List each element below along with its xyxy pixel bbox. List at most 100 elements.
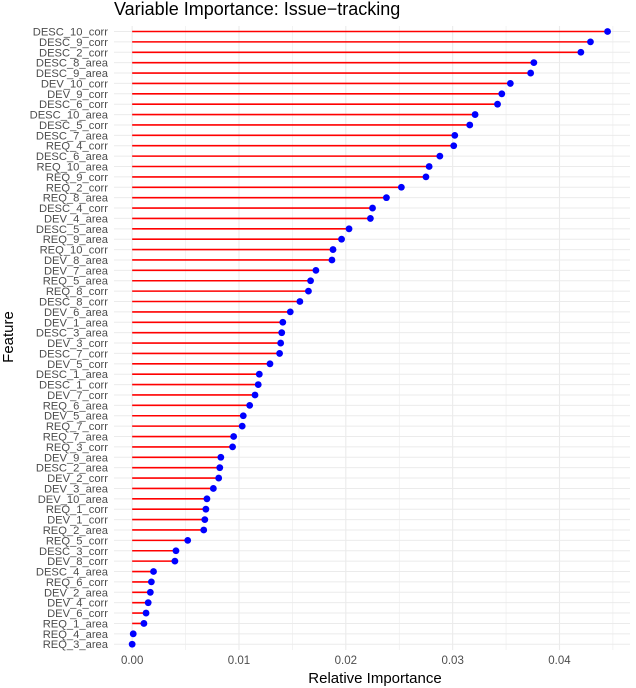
- point-REQ_10_area: [425, 163, 433, 170]
- x-tick-label: 0.01: [228, 655, 250, 667]
- y-tick-label: REQ_9_corr: [46, 172, 108, 184]
- y-tick-label: DESC_4_corr: [39, 203, 108, 215]
- y-tick-label: DEV_3_area: [44, 483, 109, 495]
- y-tick-label: DEV_5_corr: [47, 359, 108, 371]
- point-DESC_8_area: [530, 59, 538, 67]
- y-tick-label: REQ_1_area: [43, 618, 109, 630]
- point-DESC_10_area: [471, 111, 479, 118]
- panel-background: [114, 26, 630, 650]
- point-DEV_8_area: [328, 256, 336, 264]
- point-REQ_8_corr: [305, 287, 312, 295]
- y-tick-label: DESC_7_area: [36, 130, 109, 142]
- point-REQ_1_corr: [202, 505, 210, 513]
- point-REQ_5_area: [307, 277, 314, 285]
- point-DESC_4_area: [150, 568, 157, 575]
- y-tick-label: REQ_8_area: [43, 193, 109, 205]
- point-DEV_5_area: [239, 412, 247, 420]
- y-tick-label: REQ_7_area: [43, 432, 109, 444]
- y-tick-label: REQ_6_area: [43, 400, 109, 412]
- y-tick-label: REQ_7_corr: [46, 421, 108, 433]
- point-REQ_9_corr: [422, 173, 430, 181]
- y-tick-label: REQ_5_area: [43, 276, 109, 288]
- y-tick-label: DEV_10_corr: [41, 78, 108, 90]
- y-tick-label: REQ_9_area: [43, 234, 109, 246]
- point-DEV_6_corr: [142, 609, 150, 617]
- point-DESC_5_area: [345, 225, 353, 233]
- y-tick-label: REQ_10_corr: [40, 245, 109, 257]
- y-tick-label: DESC_5_corr: [39, 120, 108, 132]
- y-tick-label: DEV_8_area: [44, 255, 109, 267]
- point-DESC_5_corr: [466, 121, 474, 129]
- point-REQ_6_area: [246, 401, 254, 409]
- point-REQ_10_corr: [329, 246, 337, 253]
- y-tick-label: DEV_6_area: [44, 307, 109, 319]
- point-REQ_3_corr: [229, 443, 236, 451]
- point-REQ_3_area: [128, 640, 136, 648]
- plot-panel: [114, 26, 630, 650]
- point-DEV_3_corr: [277, 339, 285, 347]
- y-tick-label: DEV_2_corr: [47, 473, 108, 485]
- point-REQ_6_corr: [147, 578, 155, 586]
- y-axis-title: Feature: [0, 311, 17, 363]
- y-tick-label: DESC_1_area: [36, 369, 109, 381]
- y-tick-label: DEV_9_area: [44, 452, 109, 464]
- y-tick-label: DEV_4_area: [44, 213, 109, 225]
- point-DESC_4_corr: [369, 204, 376, 212]
- point-DEV_2_area: [146, 588, 154, 596]
- y-tick-label: DEV_6_corr: [47, 608, 108, 620]
- y-tick-label: REQ_5_corr: [46, 535, 108, 547]
- point-DEV_4_corr: [144, 599, 152, 607]
- chart-title: Variable Importance: Issue−tracking: [114, 0, 400, 19]
- y-tick-label: DEV_1_corr: [47, 515, 108, 527]
- point-DEV_9_area: [217, 453, 225, 461]
- y-tick-label: REQ_4_area: [43, 629, 109, 641]
- y-tick-label: DESC_5_area: [36, 224, 109, 236]
- lollipop-stems: [132, 30, 608, 635]
- point-DESC_9_corr: [587, 38, 594, 46]
- y-tick-label: DESC_6_area: [36, 151, 109, 163]
- x-tick-label: 0.00: [121, 655, 143, 667]
- point-REQ_7_corr: [238, 422, 246, 430]
- y-tick-label: DESC_3_area: [36, 328, 109, 340]
- point-DEV_6_area: [286, 308, 294, 316]
- y-tick-label: REQ_4_corr: [46, 141, 108, 153]
- y-tick-label: DESC_2_corr: [39, 47, 108, 59]
- point-DEV_10_corr: [506, 80, 514, 87]
- point-DEV_1_corr: [201, 516, 209, 523]
- point-DEV_3_area: [209, 485, 217, 492]
- point-DESC_7_area: [451, 131, 459, 139]
- y-tick-label: DEV_2_area: [44, 587, 109, 599]
- y-tick-label: DESC_6_corr: [39, 99, 108, 111]
- y-tick-label: DESC_4_area: [36, 567, 109, 579]
- point-REQ_7_area: [230, 433, 238, 440]
- point-DESC_10_corr: [604, 28, 611, 35]
- point-REQ_4_area: [129, 630, 137, 638]
- y-tick-label: REQ_2_area: [43, 525, 109, 537]
- y-tick-label: DESC_10_area: [30, 110, 109, 122]
- point-DEV_2_corr: [215, 474, 223, 482]
- point-DESC_9_area: [527, 69, 535, 77]
- y-tick-label: REQ_2_corr: [46, 182, 108, 194]
- y-tick-label: DEV_7_area: [44, 265, 109, 277]
- point-DESC_1_corr: [254, 381, 262, 388]
- y-tick-label: DEV_4_corr: [47, 598, 108, 610]
- y-tick-label: DESC_7_corr: [39, 348, 108, 360]
- lollipop-points: [128, 28, 611, 648]
- x-axis-tick-labels: 0.00 0.01 0.02 0.03 0.04: [121, 655, 571, 667]
- point-REQ_9_area: [338, 235, 345, 243]
- y-tick-label: DESC_10_corr: [33, 27, 109, 39]
- point-DESC_1_area: [255, 370, 263, 378]
- point-DEV_10_area: [203, 495, 211, 503]
- point-DEV_9_corr: [498, 90, 506, 98]
- point-DEV_7_area: [312, 266, 320, 274]
- y-tick-label: REQ_3_area: [43, 639, 109, 651]
- point-REQ_2_area: [200, 526, 208, 534]
- y-tick-label: REQ_10_area: [36, 162, 108, 174]
- y-tick-label: DEV_5_area: [44, 411, 109, 423]
- y-tick-label: REQ_1_corr: [46, 504, 108, 516]
- y-tick-label: DESC_8_area: [36, 58, 109, 70]
- y-tick-label: DEV_8_corr: [47, 556, 108, 568]
- x-axis-title: Relative Importance: [308, 670, 441, 687]
- point-DESC_2_area: [216, 464, 224, 472]
- point-DESC_2_corr: [577, 48, 585, 56]
